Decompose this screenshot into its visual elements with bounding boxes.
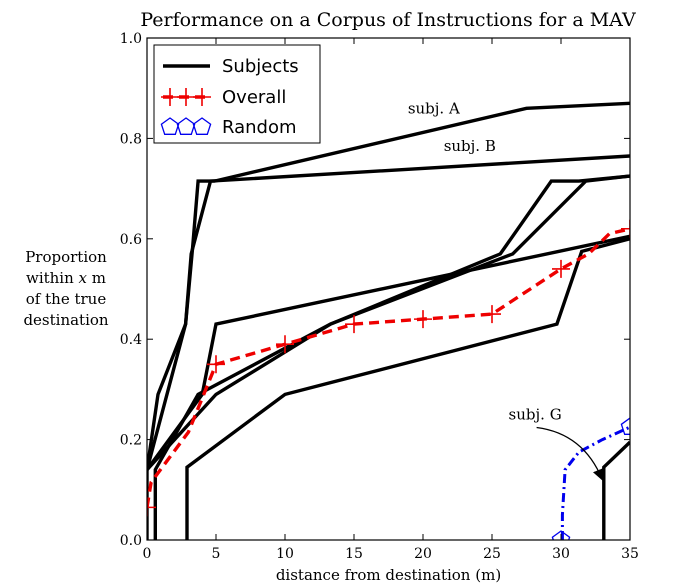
annotation-arrow-2 [536,426,604,481]
x-axis-label: distance from destination (m) [276,566,501,584]
overall-marker-6 [552,259,570,278]
subject-line-4 [147,174,630,471]
x-tick-label-2: 10 [276,546,294,562]
y-axis-label-line-3: destination [23,311,108,329]
subject-line-6 [185,237,630,540]
x-tick-label-7: 35 [621,546,639,562]
y-tick-label-2: 0.4 [120,332,142,348]
legend: Subjects Overall Random [153,44,321,144]
x-tick-label-6: 30 [552,546,570,562]
plot-frame [146,37,631,541]
overall-marker-3 [345,315,363,334]
y-tick-label-5: 1.0 [120,31,142,47]
overall-marker-1 [207,355,225,374]
overall-line [147,227,630,508]
annotation-1: subj. B [444,137,496,155]
annotation-layer: subj. A subj. B subj. G [408,99,604,481]
legend-label-subjects: Subjects [222,56,299,77]
x-tick-label-1: 5 [212,546,221,562]
subject-line-3 [147,234,630,471]
y-axis-label-variable: x [79,269,88,287]
series-layer [147,101,630,540]
legend-random-marker-0 [160,117,180,135]
axes-layer: 0 5 10 15 20 25 30 35 0.0 0.2 0.4 0.6 0.8 1.0 distance… [23,31,638,584]
legend-overall-marker-1 [177,88,195,106]
y-tick-label-0: 0.0 [120,533,142,549]
random-marker-0 [551,530,571,540]
subject-line-7 [602,440,630,540]
chart-title: Performance on a Corpus of Instructions … [140,9,636,31]
y-axis-label-line-1: within x m [26,269,106,287]
legend-random-marker-1 [176,117,196,135]
y-tick-label-4: 0.8 [120,131,142,147]
y-tick-label-3: 0.6 [120,232,142,248]
legend-label-random: Random [222,117,297,138]
y-axis-label-line-2: of the true [26,290,107,308]
subject-line-2 [147,154,630,540]
x-tick-label-5: 25 [483,546,501,562]
overall-marker-2 [276,335,294,354]
annotation-2: subj. G [509,406,562,424]
x-tick-label-0: 0 [143,546,152,562]
subject-line-5 [153,174,630,540]
overall-marker-5 [483,305,501,324]
x-tick-label-4: 20 [414,546,432,562]
legend-overall-marker-2 [193,88,211,106]
overall-marker-0 [147,498,156,517]
subject-line-1 [147,101,630,470]
overall-marker-7 [621,219,630,238]
random-marker-1 [620,417,630,435]
legend-overall-marker-0 [161,88,179,106]
y-tick-label-1: 0.2 [120,433,142,449]
random-line [560,425,630,540]
x-tick-label-3: 15 [345,546,363,562]
overall-marker-4 [414,310,432,329]
legend-label-overall: Overall [222,87,286,108]
annotation-0: subj. A [408,99,460,117]
legend-random-marker-2 [192,117,212,135]
legend-box [153,44,321,144]
y-axis-label-line-0: Proportion [25,248,107,266]
